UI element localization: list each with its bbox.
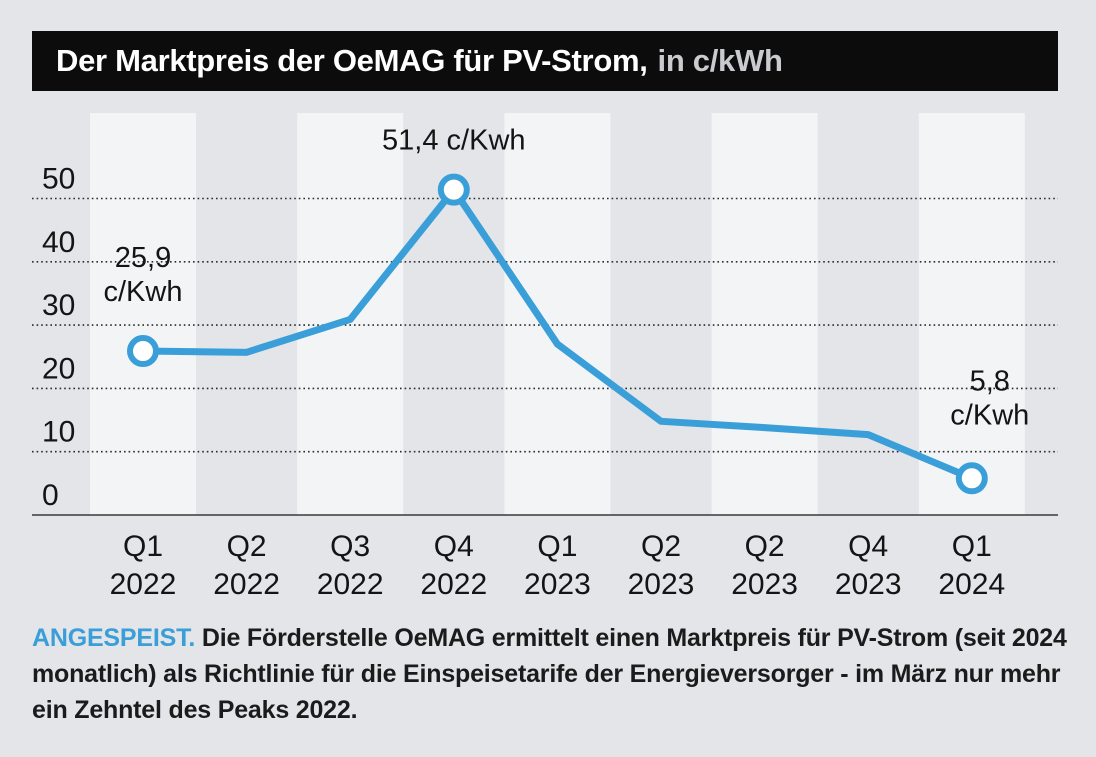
x-tick-label: Q3 2022: [317, 530, 384, 601]
data-label: 51,4 c/Kwh: [382, 125, 525, 157]
x-tick-label: Q1 2023: [524, 530, 591, 601]
column-band: [711, 113, 818, 515]
column-band: [90, 113, 196, 515]
data-label: 25,9 c/Kwh: [104, 242, 183, 308]
data-point: [554, 341, 561, 348]
y-tick-label: 30: [42, 289, 75, 322]
data-point: [761, 424, 768, 431]
data-point: [865, 431, 872, 438]
highlight-marker: [437, 173, 470, 206]
data-point: [347, 316, 354, 323]
column-band: [918, 113, 1025, 515]
y-tick-label: 20: [42, 352, 75, 385]
caption: ANGESPEIST. Die Förderstelle OeMAG ermit…: [32, 620, 1072, 728]
x-tick-label: Q2 2022: [213, 530, 280, 601]
title-bar: Der Marktpreis der OeMAG für PV-Strom, i…: [32, 31, 1058, 91]
x-tick-label: Q1 2024: [938, 530, 1005, 601]
x-tick-label: Q4 2022: [420, 530, 487, 601]
caption-lead: ANGESPEIST.: [32, 624, 196, 652]
data-point: [243, 349, 250, 356]
y-tick-label: 0: [42, 479, 59, 512]
y-tick-label: 40: [42, 226, 75, 259]
chart-title: Der Marktpreis der OeMAG für PV-Strom,: [56, 43, 648, 78]
y-tick-label: 50: [42, 163, 75, 196]
chart-unit: in c/kWh: [657, 43, 783, 78]
x-tick-label: Q4 2023: [835, 530, 902, 601]
data-label: 5,8 c/Kwh: [950, 365, 1029, 431]
x-tick-label: Q2 2023: [628, 530, 695, 601]
data-point: [658, 418, 664, 425]
line-chart: 0 10 20 30 40 50 Q1 2022 Q2 2022 Q3 2022 Q4 2022 Q1 202…: [32, 113, 1058, 601]
y-tick-label: 10: [42, 416, 75, 449]
column-band: [504, 113, 611, 515]
x-tick-label: Q1 2022: [110, 530, 177, 601]
highlight-marker: [127, 335, 159, 368]
highlight-marker: [955, 462, 988, 495]
x-tick-label: Q2 2023: [731, 530, 798, 601]
caption-text: Die Förderstelle OeMAG ermittelt einen M…: [32, 624, 1067, 724]
